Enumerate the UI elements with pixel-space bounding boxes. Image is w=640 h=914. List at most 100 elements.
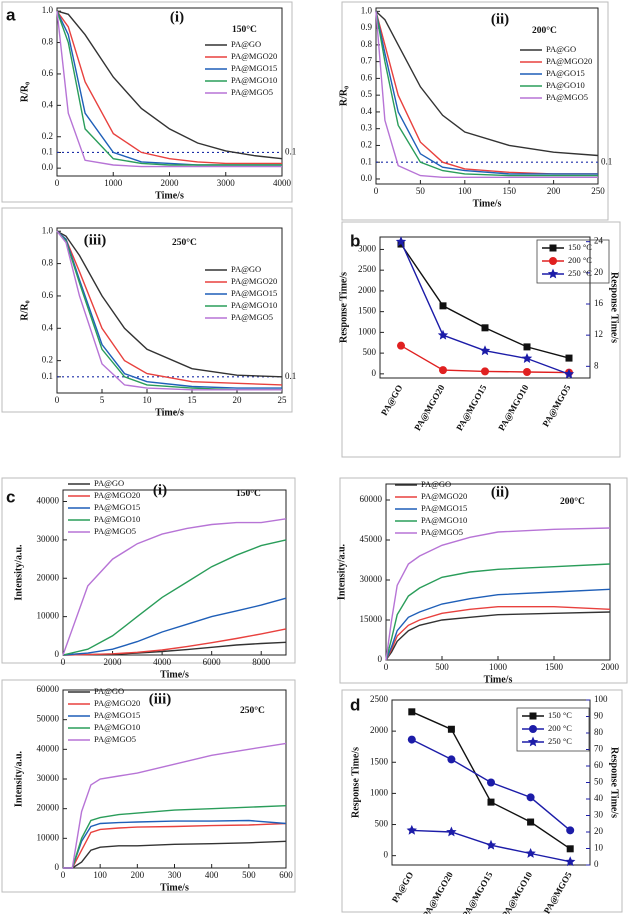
series-line	[56, 11, 282, 168]
legend-label: 250 °C	[548, 736, 572, 746]
panel-frame	[341, 1, 609, 221]
x-tick-label: 4000	[273, 178, 292, 188]
y2-tick-label: 8	[594, 360, 599, 370]
data-marker	[485, 839, 497, 850]
series-line	[63, 805, 287, 869]
panel-frame	[1, 207, 293, 413]
x-tick-label: 400	[205, 870, 219, 880]
legend-label: PA@MGO20	[231, 51, 277, 61]
x-tick-label: 500	[435, 662, 449, 672]
series-line	[375, 11, 598, 175]
legend-label: 150 °C	[568, 242, 592, 252]
y-tick-label: 0.6	[361, 72, 373, 82]
temperature-note: 250°C	[240, 705, 265, 716]
series-line	[385, 563, 611, 661]
y-axis-label: R/R₀	[19, 300, 30, 320]
data-marker	[566, 845, 574, 853]
legend-label: PA@MGO15	[421, 503, 467, 513]
x-tick-label: 1500	[545, 662, 564, 672]
legend-label: PA@MGO15	[94, 710, 140, 720]
series-line	[375, 11, 598, 177]
x-category-label: PA@MGO10	[496, 383, 531, 433]
data-marker	[406, 824, 417, 835]
y-tick-label: 0.2	[42, 355, 53, 365]
legend-box	[536, 239, 610, 284]
data-marker	[487, 778, 495, 787]
panel-letter: b	[350, 231, 360, 250]
x-tick-label: 0	[55, 395, 60, 405]
y2-tick-label: 70	[594, 744, 604, 754]
legend-label: 200 °C	[568, 255, 592, 265]
data-marker	[481, 324, 489, 332]
y-tick-label: 60000	[37, 684, 60, 694]
data-marker	[447, 725, 455, 733]
data-marker	[525, 848, 536, 858]
legend-label: 200 °C	[548, 723, 572, 733]
series-line	[56, 10, 282, 166]
data-marker	[566, 826, 575, 835]
data-marker	[439, 366, 447, 375]
y-tick-label: 0.5	[361, 89, 373, 99]
y-tick-label: 0	[55, 862, 60, 872]
x-tick-label: 600	[279, 870, 293, 880]
y-axis-label: R/R₀	[338, 86, 349, 106]
legend-label: PA@MGO5	[94, 734, 136, 744]
y-tick-label: 10000	[37, 832, 60, 842]
y-tick-label: 1000	[358, 326, 377, 336]
y2-tick-label: 50	[594, 777, 604, 787]
y-tick-label: 2000	[358, 285, 377, 295]
legend-label: PA@MGO20	[421, 491, 467, 501]
x-tick-label: 6000	[203, 657, 222, 667]
panel-frame	[339, 477, 628, 684]
panel-frame	[1, 679, 296, 893]
x-tick-label: 200	[547, 186, 561, 196]
y-tick-label: 0.4	[361, 106, 373, 116]
data-marker	[526, 793, 535, 802]
legend-label: PA@GO	[421, 479, 451, 489]
y-tick-label: 0	[55, 649, 60, 659]
series-line	[56, 230, 283, 378]
x-axis-label: Time/s	[155, 190, 184, 201]
y-tick-label: 1.0	[42, 225, 54, 235]
panel-frame	[1, 477, 296, 664]
y-tick-label: 1500	[358, 306, 377, 316]
panel-frame	[341, 221, 621, 458]
y-tick-label: 1.0	[42, 5, 54, 15]
x-tick-label: 0	[384, 662, 389, 672]
x-category-label: PA@MGO10	[500, 870, 535, 914]
y-axis-label: Response Time/s	[338, 272, 349, 343]
chart-title: (ii)	[491, 11, 509, 27]
y-tick-label: 0.3	[361, 123, 373, 133]
panel-letter: c	[6, 487, 15, 506]
x-tick-label: 100	[458, 186, 472, 196]
y-tick-label: 0.4	[42, 99, 54, 109]
legend-label: PA@GO	[94, 478, 124, 488]
panel-letter: d	[350, 695, 360, 714]
data-marker	[439, 302, 447, 310]
x-axis-label: Time/s	[155, 407, 184, 418]
x-axis-label: Time/s	[160, 882, 189, 893]
y-tick-label: 0.8	[42, 37, 54, 47]
y-tick-label: 45000	[360, 534, 383, 544]
threshold-label: 0.1	[285, 371, 296, 381]
legend-label: 150 °C	[548, 710, 572, 720]
series-line	[62, 628, 287, 656]
temperature-note: 150°C	[236, 488, 261, 499]
data-marker	[527, 818, 535, 826]
data-marker	[407, 735, 416, 744]
y-tick-label: 0.0	[42, 162, 54, 172]
y-tick-label: 0.8	[42, 258, 54, 268]
y-axis-label: R/R₀	[19, 82, 30, 102]
legend-label: PA@GO	[231, 264, 261, 274]
y-tick-label: 0	[372, 368, 377, 378]
x-axis-label: Time/s	[484, 674, 513, 685]
chart-title: (iii)	[149, 691, 172, 707]
data-marker	[523, 367, 531, 376]
y-tick-label: 500	[375, 819, 389, 829]
series-line	[375, 11, 598, 178]
threshold-label: 0.1	[285, 147, 296, 157]
legend-label: PA@MGO5	[231, 312, 273, 322]
data-marker	[565, 856, 576, 867]
legend-label: PA@MGO15	[231, 63, 277, 73]
x-tick-label: 2000	[161, 178, 180, 188]
